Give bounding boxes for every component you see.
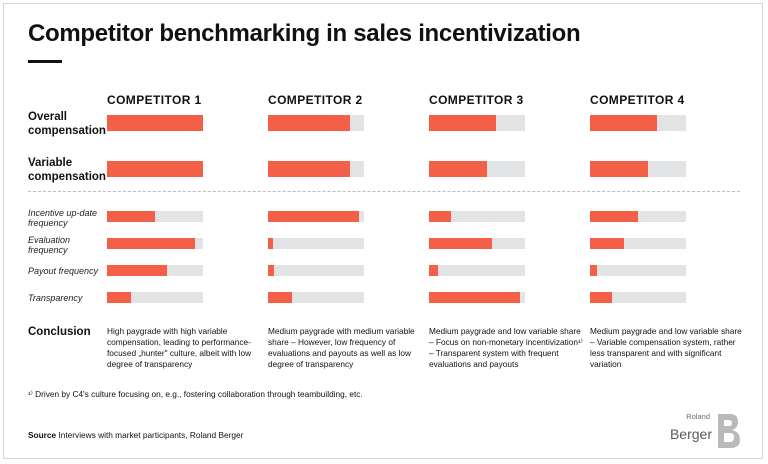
bar-track-transparency-competitor-1 (107, 292, 203, 303)
row-label-transparency: Transparency (28, 293, 83, 303)
row-label-line: Overall (28, 111, 67, 123)
brand-name-small: Roland (686, 412, 710, 421)
bar-track-update_freq-competitor-4 (590, 211, 686, 222)
bar-overall-competitor-4 (590, 115, 658, 131)
bar-track-variable-competitor-2 (268, 161, 364, 177)
bar-track-eval_freq-competitor-3 (429, 238, 525, 249)
conclusion-text-competitor-2: Medium paygrade with medium variable sha… (268, 326, 415, 369)
bar-update_freq-competitor-1 (107, 211, 155, 222)
bar-variable-competitor-2 (268, 161, 350, 177)
bar-eval_freq-competitor-1 (107, 238, 196, 249)
bar-update_freq-competitor-2 (268, 211, 360, 222)
row-label-line: Evaluation (28, 235, 71, 245)
bar-track-overall-competitor-1 (107, 115, 203, 131)
bar-track-variable-competitor-1 (107, 161, 203, 177)
bar-variable-competitor-4 (590, 161, 648, 177)
bar-eval_freq-competitor-2 (268, 238, 273, 249)
row-label-evaluation-frequency: Evaluation frequency (28, 235, 70, 255)
row-label-overall-compensation: Overall compensation (28, 110, 106, 138)
row-label-line: compensation (28, 171, 106, 183)
title-underline (28, 60, 62, 63)
column-header-competitor-4: COMPETITOR 4 (590, 93, 685, 107)
column-header-competitor-2: COMPETITOR 2 (268, 93, 363, 107)
bar-payout_freq-competitor-4 (590, 265, 597, 276)
bar-transparency-competitor-2 (268, 292, 292, 303)
bar-track-overall-competitor-3 (429, 115, 525, 131)
page-title: Competitor benchmarking in sales incenti… (28, 20, 581, 47)
bar-update_freq-competitor-3 (429, 211, 452, 222)
row-label-line: compensation (28, 125, 106, 137)
row-label-variable-compensation: Variable compensation (28, 156, 106, 184)
column-header-competitor-3: COMPETITOR 3 (429, 93, 524, 107)
bar-track-payout_freq-competitor-2 (268, 265, 364, 276)
bar-track-payout_freq-competitor-1 (107, 265, 203, 276)
brand-logo: Roland Berger (652, 412, 742, 452)
row-label-line: Incentive up-date (28, 208, 98, 218)
bar-track-variable-competitor-4 (590, 161, 686, 177)
column-header-competitor-1: COMPETITOR 1 (107, 93, 202, 107)
bar-eval_freq-competitor-4 (590, 238, 624, 249)
row-label-update-frequency: Incentive up-date frequency (28, 208, 97, 228)
source-text: Interviews with market participants, Rol… (58, 430, 244, 440)
source-label: Source (28, 430, 57, 440)
bar-payout_freq-competitor-1 (107, 265, 168, 276)
bar-track-variable-competitor-3 (429, 161, 525, 177)
conclusion-text-competitor-3: Medium paygrade and low variable share –… (429, 326, 583, 369)
bar-overall-competitor-2 (268, 115, 350, 131)
bar-transparency-competitor-4 (590, 292, 613, 303)
conclusion-label: Conclusion (28, 326, 91, 338)
bar-track-update_freq-competitor-2 (268, 211, 364, 222)
bar-track-eval_freq-competitor-4 (590, 238, 686, 249)
bar-overall-competitor-3 (429, 115, 497, 131)
bar-track-overall-competitor-2 (268, 115, 364, 131)
bar-track-update_freq-competitor-1 (107, 211, 203, 222)
brand-mark-icon (718, 414, 740, 448)
footnote: ¹⁾ Driven by C4's culture focusing on, e… (28, 389, 363, 399)
bar-transparency-competitor-1 (107, 292, 131, 303)
bar-track-payout_freq-competitor-4 (590, 265, 686, 276)
conclusion-text-competitor-1: High paygrade with high variable compens… (107, 326, 252, 369)
bar-overall-competitor-1 (107, 115, 203, 131)
source-note: Source Interviews with market participan… (28, 430, 243, 440)
bar-track-overall-competitor-4 (590, 115, 686, 131)
bar-track-transparency-competitor-2 (268, 292, 364, 303)
bar-track-payout_freq-competitor-3 (429, 265, 525, 276)
section-divider (28, 191, 740, 192)
row-label-line: frequency (28, 218, 68, 228)
bar-payout_freq-competitor-2 (268, 265, 274, 276)
slide-frame (3, 3, 763, 459)
bar-track-eval_freq-competitor-2 (268, 238, 364, 249)
row-label-payout-frequency: Payout frequency (28, 266, 99, 276)
bar-variable-competitor-1 (107, 161, 203, 177)
bar-track-transparency-competitor-3 (429, 292, 525, 303)
bar-update_freq-competitor-4 (590, 211, 638, 222)
row-label-line: Variable (28, 157, 73, 169)
bar-eval_freq-competitor-3 (429, 238, 493, 249)
bar-track-eval_freq-competitor-1 (107, 238, 203, 249)
conclusion-text-competitor-4: Medium paygrade and low variable share –… (590, 326, 742, 369)
row-label-line: frequency (28, 245, 68, 255)
bar-track-transparency-competitor-4 (590, 292, 686, 303)
bar-transparency-competitor-3 (429, 292, 521, 303)
bar-track-update_freq-competitor-3 (429, 211, 525, 222)
brand-name-large: Berger (669, 426, 712, 442)
bar-variable-competitor-3 (429, 161, 487, 177)
bar-payout_freq-competitor-3 (429, 265, 438, 276)
